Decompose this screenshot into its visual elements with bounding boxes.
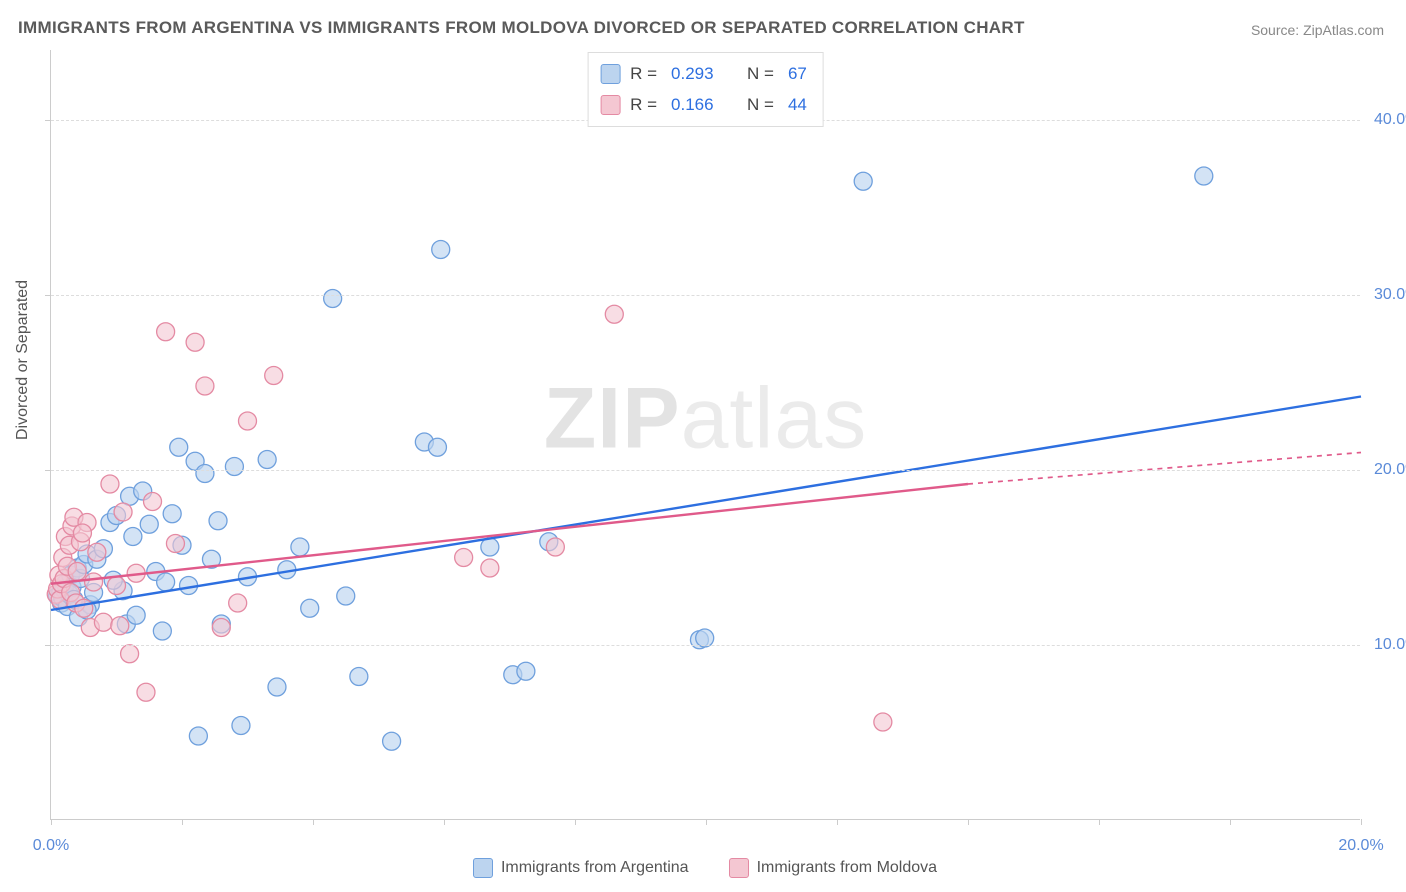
data-point bbox=[157, 323, 175, 341]
legend-item-argentina: Immigrants from Argentina bbox=[473, 858, 689, 878]
source-label: Source: ZipAtlas.com bbox=[1251, 22, 1384, 38]
data-point bbox=[268, 678, 286, 696]
data-point bbox=[324, 290, 342, 308]
data-point bbox=[196, 377, 214, 395]
x-tick-label: 20.0% bbox=[1338, 837, 1383, 855]
data-point bbox=[170, 438, 188, 456]
data-point bbox=[186, 333, 204, 351]
trend-line-extrapolated bbox=[968, 453, 1361, 485]
plot-area: ZIPatlas R = 0.293 N = 67 R = 0.166 N = … bbox=[50, 50, 1360, 820]
data-point bbox=[209, 512, 227, 530]
data-point bbox=[212, 619, 230, 637]
y-tick-label: 30.0% bbox=[1364, 286, 1406, 304]
trend-line bbox=[51, 484, 968, 584]
legend-series: Immigrants from Argentina Immigrants fro… bbox=[50, 858, 1360, 878]
data-point bbox=[605, 305, 623, 323]
data-point bbox=[517, 662, 535, 680]
data-point bbox=[68, 563, 86, 581]
swatch-moldova bbox=[600, 95, 620, 115]
legend-stats-row-2: R = 0.166 N = 44 bbox=[600, 90, 811, 121]
data-point bbox=[114, 503, 132, 521]
legend-stats: R = 0.293 N = 67 R = 0.166 N = 44 bbox=[587, 52, 824, 127]
data-point bbox=[291, 538, 309, 556]
legend-stats-row-1: R = 0.293 N = 67 bbox=[600, 59, 811, 90]
data-point bbox=[225, 458, 243, 476]
data-point bbox=[88, 543, 106, 561]
chart-title: IMMIGRANTS FROM ARGENTINA VS IMMIGRANTS … bbox=[18, 18, 1025, 38]
swatch-argentina bbox=[600, 64, 620, 84]
data-point bbox=[428, 438, 446, 456]
data-point bbox=[163, 505, 181, 523]
data-point bbox=[229, 594, 247, 612]
x-tick-label: 0.0% bbox=[33, 837, 69, 855]
data-point bbox=[350, 668, 368, 686]
data-point bbox=[101, 475, 119, 493]
data-point bbox=[874, 713, 892, 731]
data-point bbox=[189, 727, 207, 745]
data-point bbox=[546, 538, 564, 556]
data-point bbox=[265, 367, 283, 385]
data-point bbox=[157, 573, 175, 591]
data-point bbox=[301, 599, 319, 617]
data-point bbox=[383, 732, 401, 750]
swatch-moldova-icon bbox=[729, 858, 749, 878]
data-point bbox=[239, 412, 257, 430]
data-point bbox=[108, 577, 126, 595]
data-point bbox=[94, 613, 112, 631]
data-point bbox=[481, 559, 499, 577]
data-point bbox=[337, 587, 355, 605]
data-point bbox=[137, 683, 155, 701]
data-point bbox=[232, 717, 250, 735]
data-point bbox=[73, 524, 91, 542]
data-point bbox=[140, 515, 158, 533]
data-point bbox=[854, 172, 872, 190]
data-point bbox=[1195, 167, 1213, 185]
data-point bbox=[144, 493, 162, 511]
data-point bbox=[455, 549, 473, 567]
y-tick-label: 20.0% bbox=[1364, 461, 1406, 479]
data-point bbox=[124, 528, 142, 546]
data-point bbox=[153, 622, 171, 640]
data-point bbox=[75, 599, 93, 617]
data-point bbox=[196, 465, 214, 483]
data-point bbox=[111, 617, 129, 635]
legend-label: Immigrants from Moldova bbox=[757, 859, 938, 877]
y-axis-label: Divorced or Separated bbox=[14, 280, 32, 440]
data-point bbox=[432, 241, 450, 259]
data-point bbox=[127, 606, 145, 624]
y-tick-label: 40.0% bbox=[1364, 111, 1406, 129]
y-tick-label: 10.0% bbox=[1364, 636, 1406, 654]
legend-item-moldova: Immigrants from Moldova bbox=[729, 858, 938, 878]
swatch-argentina-icon bbox=[473, 858, 493, 878]
data-point bbox=[85, 573, 103, 591]
plot-svg bbox=[51, 50, 1360, 819]
data-point bbox=[121, 645, 139, 663]
legend-label: Immigrants from Argentina bbox=[501, 859, 689, 877]
data-point bbox=[166, 535, 184, 553]
data-point bbox=[258, 451, 276, 469]
